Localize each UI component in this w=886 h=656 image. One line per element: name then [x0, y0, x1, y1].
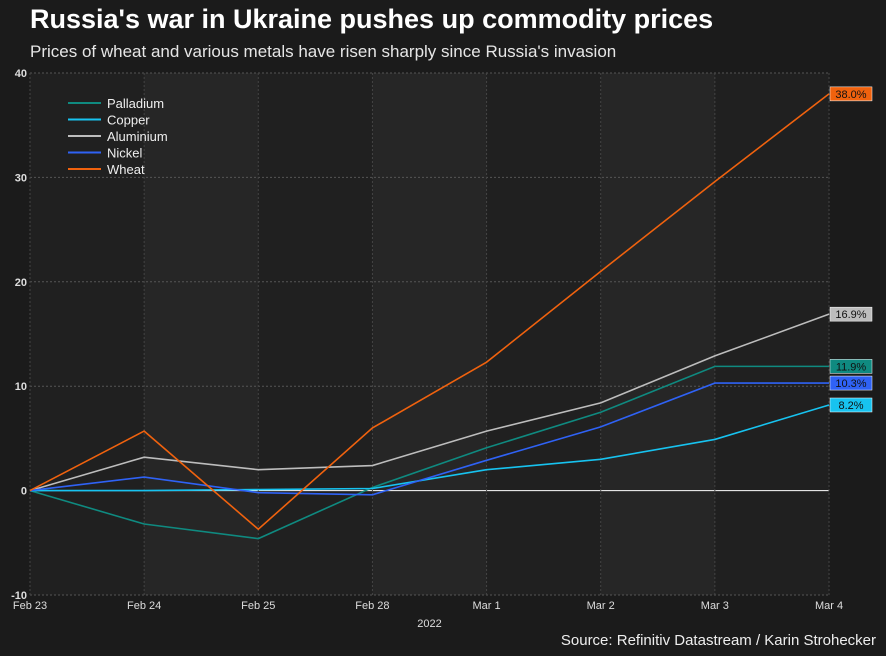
y-tick-label: 40: [15, 68, 27, 80]
end-label-box: [829, 359, 873, 374]
y-tick-label: 0: [21, 486, 27, 498]
chart-subtitle: Prices of wheat and various metals have …: [30, 42, 617, 61]
end-label-aluminium: 16.9%: [835, 309, 866, 321]
x-tick-label: Mar 4: [815, 600, 843, 612]
end-label-nickel: 10.3%: [835, 378, 866, 390]
series-line-wheat: [29, 93, 830, 531]
plot-band: [372, 73, 487, 595]
x-tick-label: Feb 23: [13, 600, 47, 612]
end-label-box: [829, 306, 873, 322]
legend-label-wheat: Wheat: [107, 162, 145, 177]
x-tick-label: Feb 25: [241, 600, 275, 612]
source-note: Source: Refinitiv Datastream / Karin Str…: [560, 632, 876, 649]
x-tick-label: Mar 3: [701, 600, 729, 612]
plot-band: [600, 73, 715, 595]
y-tick-label: 20: [15, 277, 27, 289]
end-label-palladium: 11.9%: [836, 361, 867, 373]
legend-label-palladium: Palladium: [107, 96, 164, 111]
chart-title: Russia's war in Ukraine pushes up commod…: [30, 4, 714, 34]
plot-band: [144, 73, 259, 595]
end-label-box: [829, 397, 873, 413]
x-tick-label: Mar 1: [473, 600, 501, 612]
x-tick-label: Mar 2: [587, 600, 615, 612]
series-line-palladium: [29, 365, 829, 540]
legend-label-aluminium: Aluminium: [107, 129, 168, 144]
x-tick-label: Feb 28: [355, 600, 389, 612]
end-label-copper: 8.2%: [838, 400, 863, 412]
end-label-box: [829, 375, 873, 391]
y-tick-label: -10: [11, 590, 27, 602]
series-line-nickel: [29, 382, 829, 496]
end-label-box: [829, 86, 873, 102]
y-tick-label: 30: [15, 172, 27, 184]
series-line-copper: [30, 404, 830, 492]
series-line-aluminium: [29, 313, 830, 492]
y-tick-label: 10: [15, 381, 27, 393]
end-label-wheat: 38.0%: [835, 89, 866, 101]
legend-label-copper: Copper: [107, 113, 150, 128]
x-tick-label: Feb 24: [127, 600, 161, 612]
x-axis-label: 2022: [417, 618, 441, 630]
legend-label-nickel: Nickel: [107, 146, 143, 161]
